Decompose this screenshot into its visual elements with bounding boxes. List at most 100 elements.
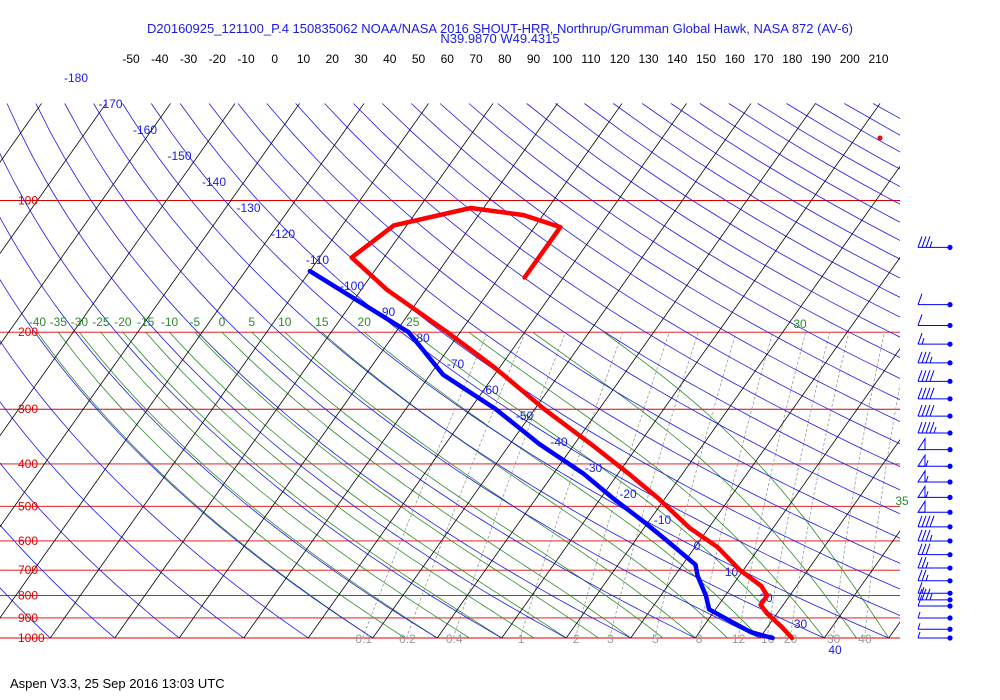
dry-adiabat-line bbox=[179, 103, 900, 617]
top-temperature-tick-label: 10 bbox=[297, 52, 311, 66]
dry-adiabat-label: -180 bbox=[64, 71, 88, 85]
mixing-ratio-line bbox=[864, 382, 900, 639]
wind-barb-half-flag bbox=[921, 587, 925, 594]
wind-barb-full-flag bbox=[925, 236, 931, 248]
pressure-tick-label: 100 bbox=[18, 194, 38, 208]
wind-barb bbox=[917, 582, 953, 596]
dry-adiabat-line bbox=[526, 103, 900, 338]
wind-barb bbox=[917, 421, 953, 436]
wind-barb-full-flag bbox=[917, 529, 923, 542]
isotherm-line bbox=[759, 439, 900, 639]
top-temperature-tick-label: 190 bbox=[811, 52, 831, 66]
dry-adiabat-line bbox=[468, 103, 900, 379]
isotherm-line bbox=[114, 103, 494, 639]
wind-barb-full-flag bbox=[929, 370, 935, 382]
pressure-tick-label: 800 bbox=[18, 589, 38, 603]
dry-adiabat-line bbox=[641, 103, 900, 260]
pressure-tick-label: 900 bbox=[18, 611, 38, 625]
dry-adiabat-line bbox=[0, 216, 438, 639]
isotherm-line bbox=[178, 103, 558, 639]
wind-barb-full-flag bbox=[917, 333, 923, 345]
moist-adiabat-line bbox=[37, 331, 374, 639]
isotherm-line bbox=[953, 103, 1000, 638]
wind-barb-full-flag bbox=[917, 594, 923, 607]
moist-adiabat-label: -10 bbox=[161, 315, 179, 329]
moist-adiabat-line bbox=[251, 331, 664, 639]
isotherm-line bbox=[0, 103, 365, 619]
wind-barb bbox=[917, 387, 953, 402]
wind-barb-full-flag bbox=[925, 351, 931, 364]
moist-adiabat-label: -15 bbox=[137, 315, 155, 329]
dry-adiabat-line bbox=[872, 103, 900, 119]
pressure-tick-label: 1000 bbox=[18, 631, 45, 645]
wind-barb-full-flag bbox=[925, 370, 931, 382]
wind-barb-full-flag bbox=[925, 529, 931, 542]
moist-adiabat-line bbox=[284, 331, 696, 639]
dry-adiabat-label: -20 bbox=[619, 487, 637, 501]
top-temperature-tick-label: 40 bbox=[383, 52, 397, 66]
dry-adiabat-line bbox=[0, 524, 116, 639]
temperature-trace bbox=[349, 205, 795, 641]
wind-barb-full-flag bbox=[925, 543, 931, 555]
dry-adiabat-line bbox=[122, 103, 825, 639]
moist-adiabat-line bbox=[363, 331, 761, 639]
dry-adiabat-line bbox=[613, 103, 900, 279]
moist-adiabat-label: 15 bbox=[315, 315, 329, 329]
isotherm-line bbox=[0, 103, 236, 437]
dry-adiabat-line bbox=[497, 103, 900, 359]
wind-barbs bbox=[917, 236, 953, 641]
moist-adiabat-line bbox=[221, 331, 632, 639]
dry-adiabat-label: -70 bbox=[447, 357, 465, 371]
wind-barb-full-flag bbox=[929, 515, 935, 527]
dry-adiabat-label: -160 bbox=[133, 123, 157, 137]
wind-barb-full-flag bbox=[925, 387, 931, 400]
wind-barb-full-flag bbox=[921, 404, 927, 417]
top-temperature-tick-label: 20 bbox=[326, 52, 340, 66]
dry-adiabat-label: -150 bbox=[167, 149, 191, 163]
mixing-ratio-label: 5 bbox=[652, 632, 659, 646]
top-temperature-tick-label: 120 bbox=[610, 52, 630, 66]
wind-barb-half-flag bbox=[929, 241, 933, 248]
axis-labels: -50 -40 -30 -20 -10 0 10 20 30 40 50 60 70 80 90 100 110… bbox=[18, 52, 909, 657]
mixing-ratio-line bbox=[832, 332, 885, 639]
top-temperature-tick-label: 210 bbox=[868, 52, 888, 66]
dry-adiabat-label: 0 bbox=[694, 539, 701, 553]
moist-adiabat-line bbox=[194, 331, 599, 639]
dry-adiabat-line bbox=[0, 587, 51, 639]
temperature-point bbox=[877, 135, 883, 141]
pressure-tick-label: 700 bbox=[18, 563, 38, 577]
wind-barb-full-flag bbox=[917, 404, 923, 417]
wind-barb bbox=[917, 611, 953, 621]
dry-adiabat-line bbox=[0, 279, 374, 639]
wind-barb bbox=[917, 556, 953, 571]
wind-barb bbox=[917, 351, 953, 366]
wind-barb-full-flag bbox=[917, 588, 923, 601]
moist-adiabat-line bbox=[100, 331, 470, 639]
wind-barb-full-flag bbox=[917, 370, 923, 382]
wind-barb bbox=[917, 484, 953, 500]
dry-adiabat-line bbox=[208, 103, 900, 590]
dry-adiabat-line bbox=[35, 103, 631, 639]
moist-adiabat-label: 20 bbox=[358, 315, 372, 329]
wind-barb bbox=[917, 631, 953, 641]
dry-adiabat-label: -140 bbox=[202, 175, 226, 189]
dry-adiabat-label: -130 bbox=[236, 201, 260, 215]
wind-barb-full-flag bbox=[925, 515, 931, 527]
moist-adiabat-line bbox=[603, 331, 890, 639]
moist-adiabat-label: 35 bbox=[895, 494, 909, 508]
top-temperature-tick-label: 100 bbox=[552, 52, 572, 66]
top-temperature-tick-label: -30 bbox=[180, 52, 198, 66]
pressure-tick-label: 600 bbox=[18, 534, 38, 548]
mixing-ratio-line bbox=[362, 332, 488, 639]
dry-adiabat-label: -40 bbox=[550, 435, 568, 449]
dry-adiabat-line bbox=[728, 103, 900, 205]
wind-barb-half-flag bbox=[925, 574, 929, 581]
dry-adiabat-line bbox=[0, 152, 502, 639]
dry-adiabat-label: -60 bbox=[481, 383, 499, 397]
isotherm-line bbox=[0, 103, 171, 346]
moist-adiabat-line bbox=[532, 331, 857, 639]
mixing-ratio-line bbox=[789, 332, 850, 639]
top-temperature-tick-label: 50 bbox=[412, 52, 426, 66]
dry-adiabat-line bbox=[670, 103, 900, 241]
wind-barb bbox=[917, 623, 953, 632]
